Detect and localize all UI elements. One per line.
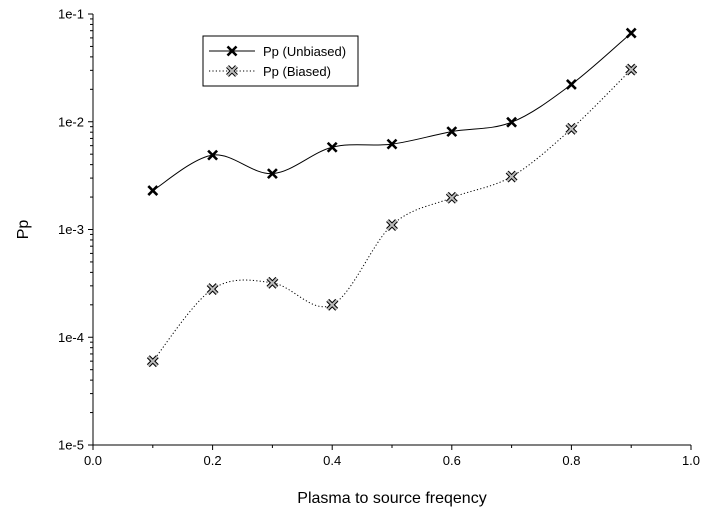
legend-marker bbox=[226, 45, 238, 57]
y-tick-label: 1e-3 bbox=[58, 222, 84, 237]
data-point bbox=[326, 141, 338, 153]
data-point bbox=[565, 79, 577, 90]
x-tick-label: 0.8 bbox=[562, 453, 580, 468]
marker-fill bbox=[147, 355, 159, 367]
data-point bbox=[386, 138, 398, 150]
x-tick-label: 0.0 bbox=[84, 453, 102, 468]
data-point bbox=[146, 355, 159, 368]
legend-box bbox=[202, 35, 359, 87]
data-point bbox=[266, 276, 279, 289]
x-tick-label: 0.4 bbox=[323, 453, 341, 468]
marker-stroke bbox=[506, 116, 518, 128]
series-line bbox=[152, 69, 632, 362]
marker-stroke bbox=[207, 149, 219, 161]
data-point bbox=[565, 122, 578, 135]
legend-item: Pp (Biased) bbox=[209, 64, 331, 79]
data-point bbox=[625, 63, 638, 76]
marker-stroke bbox=[226, 45, 238, 57]
x-tick-label: 0.2 bbox=[204, 453, 222, 468]
data-point bbox=[445, 191, 458, 204]
x-tick-label: 0.6 bbox=[443, 453, 461, 468]
y-tick-label: 1e-5 bbox=[58, 438, 84, 453]
legend-label: Pp (Biased) bbox=[263, 64, 331, 79]
marker-stroke bbox=[326, 141, 338, 153]
marker-fill bbox=[207, 283, 218, 295]
legend-marker bbox=[226, 65, 238, 77]
data-point bbox=[625, 27, 637, 39]
data-point bbox=[207, 149, 219, 161]
data-point bbox=[266, 168, 278, 180]
x-axis-title: Plasma to source freqency bbox=[297, 490, 486, 507]
data-point bbox=[147, 185, 159, 196]
marker-stroke bbox=[625, 27, 637, 39]
series-biased bbox=[146, 63, 638, 368]
marker-fill bbox=[326, 299, 338, 311]
marker-stroke bbox=[446, 126, 458, 138]
marker-fill bbox=[226, 65, 238, 77]
marker-stroke bbox=[147, 185, 159, 196]
series-layer bbox=[146, 27, 638, 368]
legend: Pp (Unbiased) Pp (Biased) bbox=[202, 35, 359, 87]
data-point bbox=[505, 170, 518, 183]
y-tick-label: 1e-1 bbox=[58, 7, 84, 22]
data-point bbox=[506, 116, 518, 128]
data-point bbox=[206, 283, 219, 295]
marker-stroke bbox=[266, 168, 278, 180]
data-point bbox=[326, 298, 339, 311]
marker-fill bbox=[386, 219, 398, 231]
marker-stroke bbox=[565, 79, 577, 90]
marker-fill bbox=[267, 277, 278, 289]
y-tick-label: 1e-2 bbox=[58, 114, 84, 129]
legend-item: Pp (Unbiased) bbox=[209, 44, 346, 59]
axes: 0.0 0.2 0.4 0.6 0.8 1.0 1e-5 1e-4 1e-3 1e-2 1e-1 bbox=[58, 7, 700, 469]
marker-fill bbox=[506, 171, 517, 182]
marker-fill bbox=[446, 192, 458, 203]
marker-stroke bbox=[386, 138, 398, 150]
data-point bbox=[386, 219, 398, 231]
marker-fill bbox=[625, 64, 637, 75]
marker-fill bbox=[566, 123, 577, 135]
x-tick-label: 1.0 bbox=[682, 453, 700, 468]
data-point bbox=[446, 126, 458, 138]
y-tick-label: 1e-4 bbox=[58, 330, 84, 345]
series-unbiased bbox=[147, 27, 637, 196]
y-axis-title: Pp bbox=[15, 220, 32, 240]
legend-label: Pp (Unbiased) bbox=[263, 44, 346, 59]
